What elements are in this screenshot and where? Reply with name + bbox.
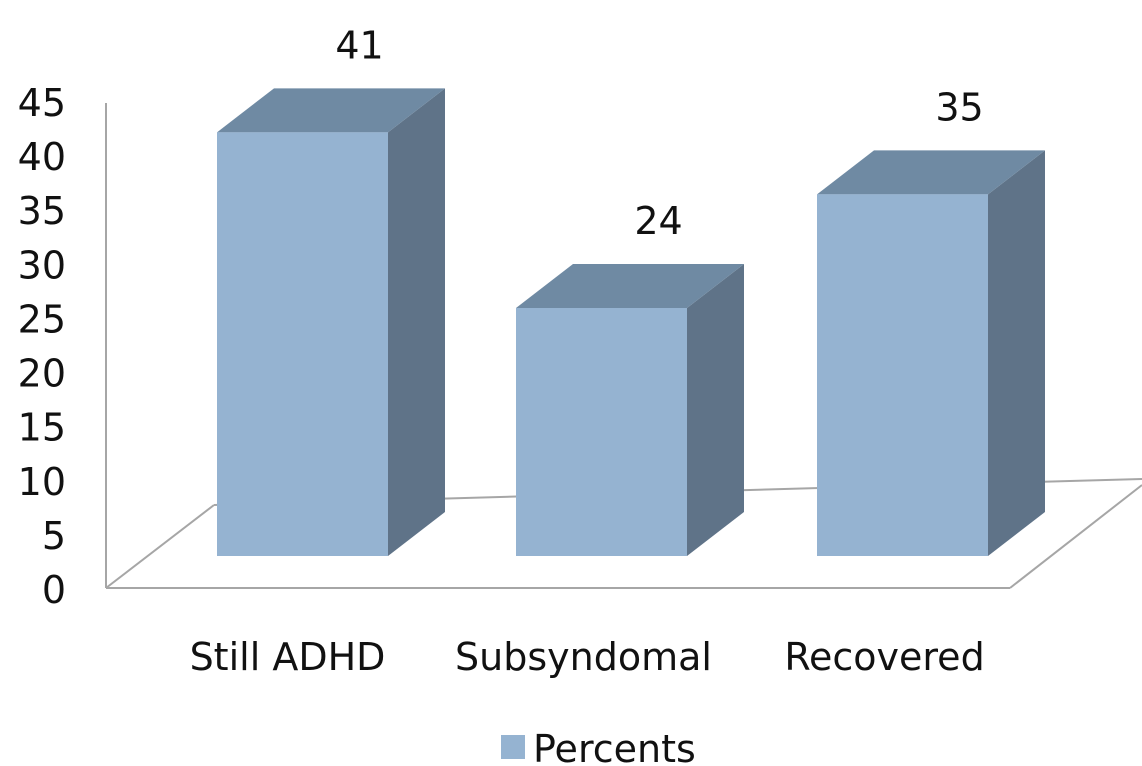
- y-tick-label: 15: [18, 406, 66, 450]
- bar-side: [988, 150, 1045, 557]
- bar-front: [516, 308, 687, 556]
- floor-left-edge: [105, 504, 215, 589]
- y-tick-label: 35: [18, 189, 66, 233]
- y-tick-label: 10: [18, 460, 66, 504]
- bar-top: [516, 264, 744, 308]
- y-tick-label: 0: [42, 568, 66, 612]
- y-tick-label: 20: [18, 352, 66, 396]
- data-labels: 41 24 35: [335, 23, 983, 243]
- bars: [217, 88, 1045, 557]
- bar-top: [817, 150, 1045, 195]
- y-tick-label: 40: [18, 135, 66, 179]
- bar-side: [388, 88, 445, 556]
- x-category-label: Subsyndomal: [455, 635, 712, 679]
- bar-side: [687, 264, 744, 556]
- legend-label: Percents: [533, 727, 696, 766]
- x-category-label: Still ADHD: [190, 635, 386, 679]
- bar-front: [217, 132, 388, 557]
- x-category-labels: Still ADHD Subsyndomal Recovered: [190, 635, 985, 679]
- y-tick-label: 5: [42, 514, 66, 558]
- floor-right-edge: [1009, 484, 1142, 589]
- y-tick-label: 45: [18, 81, 66, 125]
- legend-swatch: [501, 735, 525, 759]
- data-label: 41: [335, 23, 383, 67]
- legend: Percents: [501, 727, 696, 766]
- bar-front: [817, 194, 988, 557]
- y-tick-label: 25: [18, 297, 66, 341]
- data-label: 35: [935, 85, 983, 129]
- y-tick-label: 30: [18, 243, 66, 287]
- data-label: 24: [634, 199, 682, 243]
- y-tick-labels: 0 5 10 15 20 25 30 35 40 45: [18, 81, 66, 612]
- bar-top: [217, 88, 445, 133]
- x-category-label: Recovered: [784, 635, 984, 679]
